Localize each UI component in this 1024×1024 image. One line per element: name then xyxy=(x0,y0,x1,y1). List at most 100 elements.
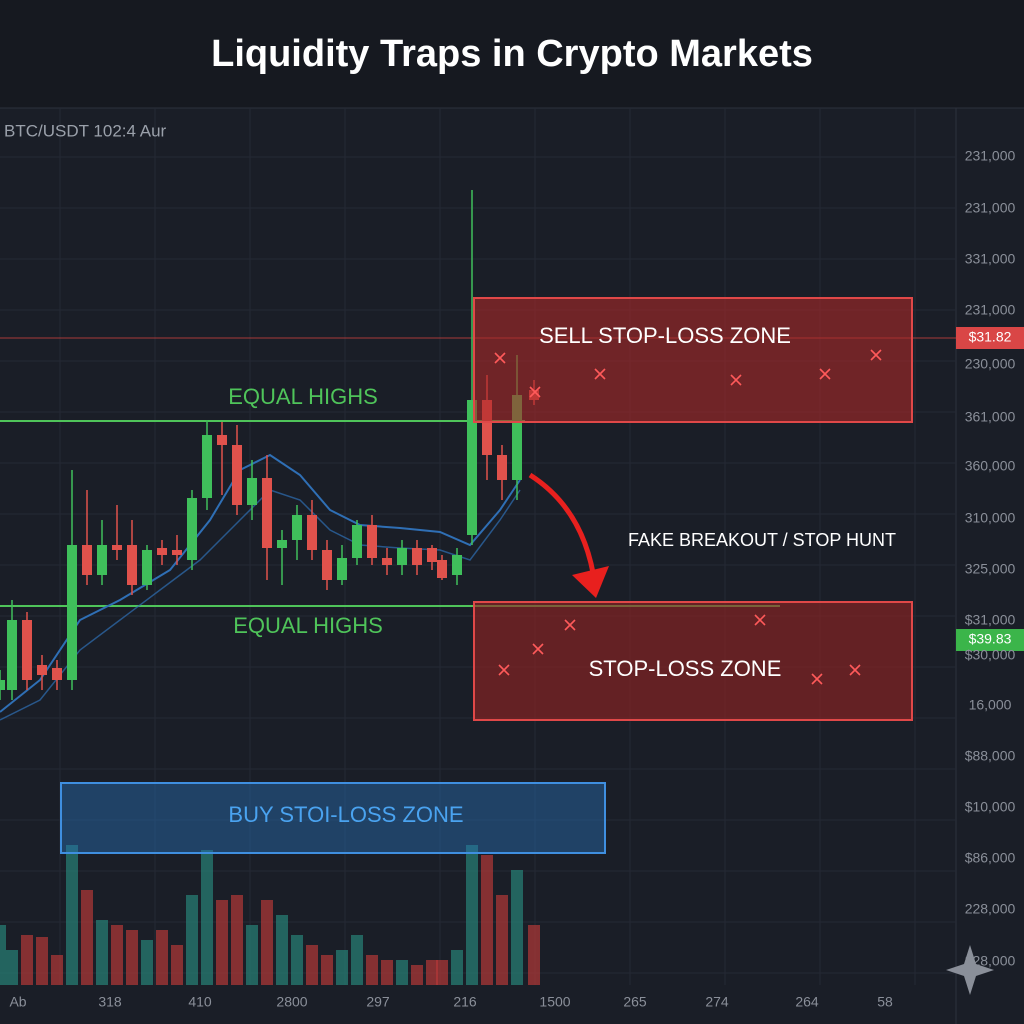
price-axis-label: 325,000 xyxy=(965,561,1016,577)
volume-bar xyxy=(0,925,6,985)
candle-body xyxy=(82,545,92,575)
time-axis-label: 297 xyxy=(366,994,390,1010)
volume-bar xyxy=(396,960,408,985)
volume-bar xyxy=(21,935,33,985)
volume-bar xyxy=(436,960,448,985)
candle-body xyxy=(142,550,152,585)
volume-bar xyxy=(141,940,153,985)
candle-body xyxy=(127,545,137,585)
candle-body xyxy=(512,395,522,480)
candle-body xyxy=(352,525,362,558)
volume-bar xyxy=(511,870,523,985)
volume-bar xyxy=(156,930,168,985)
volume-bar xyxy=(451,950,463,985)
price-axis-label: 331,000 xyxy=(965,251,1016,267)
x-mark xyxy=(849,664,861,676)
sell-zone xyxy=(473,297,913,423)
volume-bar xyxy=(81,890,93,985)
volume-bar xyxy=(411,965,423,985)
candle-body xyxy=(232,445,242,505)
header xyxy=(0,0,1024,108)
annotation: SELL STOP-LOSS ZONE xyxy=(539,323,791,348)
candle-body xyxy=(497,455,507,480)
title: Liquidity Traps in Crypto Markets xyxy=(211,33,813,75)
x-marks xyxy=(494,349,882,685)
candle-body xyxy=(427,548,437,562)
price-axis-label: 228,000 xyxy=(965,953,1016,969)
volume-bar xyxy=(96,920,108,985)
volume-bar xyxy=(496,895,508,985)
price-axis-label: $31,000 xyxy=(965,612,1016,628)
price-axis-label: 231,000 xyxy=(965,148,1016,164)
price-tag xyxy=(956,327,1024,349)
volume xyxy=(0,845,540,985)
volume-bar xyxy=(366,955,378,985)
candle-body xyxy=(157,548,167,555)
annotation: STOP-LOSS ZONE xyxy=(589,656,782,681)
moving-average xyxy=(0,453,521,713)
time-axis-label: 2800 xyxy=(276,994,307,1010)
candle-body xyxy=(437,560,447,578)
volume-bar xyxy=(231,895,243,985)
volume-bar xyxy=(381,960,393,985)
candle-body xyxy=(452,555,462,575)
volume-bar xyxy=(466,845,478,985)
volume-bar xyxy=(528,925,540,985)
volume-bar xyxy=(261,900,273,985)
buy-zone xyxy=(60,782,606,854)
volume-bar xyxy=(126,930,138,985)
candle-body xyxy=(67,545,77,680)
price-tag-label: $39.83 xyxy=(969,631,1012,647)
candle-body xyxy=(52,668,62,680)
annotation: FAKE BREAKOUT / STOP HUNT xyxy=(628,530,896,550)
volume-bar xyxy=(481,855,493,985)
volume-bar xyxy=(201,850,213,985)
price-axis-label: 231,000 xyxy=(965,200,1016,216)
candle-body xyxy=(247,478,257,505)
candle-body xyxy=(172,550,182,555)
x-mark xyxy=(811,673,823,685)
candle-body xyxy=(112,545,122,550)
candle-body xyxy=(202,435,212,498)
price-axis-label: 228,000 xyxy=(965,901,1016,917)
price-axis-label: 360,000 xyxy=(965,458,1016,474)
volume-bar xyxy=(111,925,123,985)
arrow-head xyxy=(572,566,609,598)
x-mark xyxy=(529,386,541,398)
time-axis-label: 58 xyxy=(877,994,893,1010)
logo xyxy=(946,945,994,995)
volume-bar xyxy=(171,945,183,985)
volume-bar xyxy=(306,945,318,985)
volume-bar xyxy=(321,955,333,985)
price-axis-label: 310,000 xyxy=(965,510,1016,526)
x-mark xyxy=(730,374,742,386)
volume-bar xyxy=(426,960,438,985)
volume-bar xyxy=(186,895,198,985)
volume-bar xyxy=(336,950,348,985)
time-axis-label: 318 xyxy=(98,994,122,1010)
candle-body xyxy=(412,548,422,565)
volume-bar xyxy=(351,935,363,985)
candle-body xyxy=(482,400,492,455)
price-tag xyxy=(956,629,1024,651)
candle-body xyxy=(292,515,302,540)
candle-body xyxy=(37,665,47,675)
volume-bar xyxy=(36,937,48,985)
volume-bar xyxy=(216,900,228,985)
price-tag-label: $31.82 xyxy=(969,329,1012,345)
time-axis-label: 216 xyxy=(453,994,477,1010)
x-mark xyxy=(498,664,510,676)
volume-bar xyxy=(246,925,258,985)
volume-bar xyxy=(291,935,303,985)
time-axis-label: Ab xyxy=(9,994,26,1010)
x-mark xyxy=(594,368,606,380)
x-mark xyxy=(870,349,882,361)
candle-body xyxy=(467,400,477,535)
volume-bar xyxy=(6,950,18,985)
time-axis-label: 274 xyxy=(705,994,729,1010)
candle-body xyxy=(337,558,347,580)
price-axis-label: $30,000 xyxy=(965,647,1016,663)
annotation: BUY STOI-LOSS ZONE xyxy=(228,802,463,827)
price-axis-label: $88,000 xyxy=(965,748,1016,764)
